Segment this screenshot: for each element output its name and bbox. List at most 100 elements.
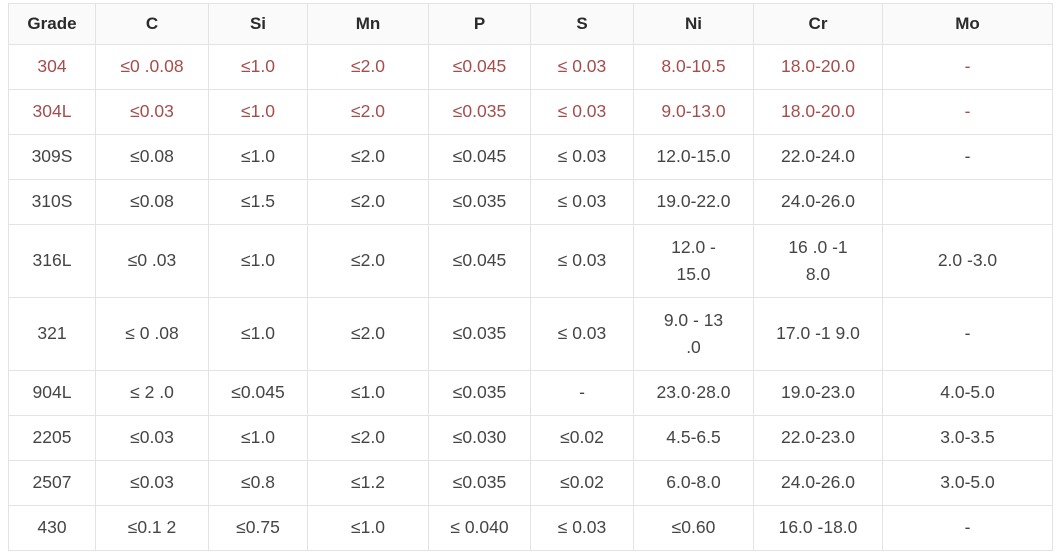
value-cell: ≤0.035 <box>428 297 531 371</box>
value-cell: ≤0 .0.08 <box>95 44 209 90</box>
value-cell: 3.0-5.0 <box>882 460 1053 506</box>
table-row: 321 ≤ 0 .08 ≤1.0 ≤2.0 ≤0.035 ≤ 0.03 9.0 - 13 .… <box>8 297 1053 371</box>
column-header-cr: Cr <box>753 3 883 45</box>
table-header: Grade C Si Mn P S Ni Cr Mo <box>8 3 1053 45</box>
value-cell: ≤2.0 <box>307 297 429 371</box>
column-header-grade: Grade <box>8 3 96 45</box>
value-cell: ≤0.035 <box>428 460 531 506</box>
value-cell: ≤1.5 <box>208 179 308 225</box>
value-cell: ≤ 0.03 <box>530 134 634 180</box>
column-header-c: C <box>95 3 209 45</box>
value-cell: ≤ 0.040 <box>428 505 531 551</box>
value-cell: 2.0 -3.0 <box>882 224 1053 298</box>
value-cell: ≤0 .03 <box>95 224 209 298</box>
value-cell: ≤ 0.03 <box>530 179 634 225</box>
value-cell: 19.0-23.0 <box>753 370 883 416</box>
steel-composition-table: Grade C Si Mn P S Ni Cr Mo 304 ≤0 .0.08 ≤1.0 ≤2.0 ≤0… <box>8 3 1053 551</box>
grade-cell: 2205 <box>8 415 96 461</box>
value-cell: ≤0.08 <box>95 134 209 180</box>
table-row: 310S ≤0.08 ≤1.5 ≤2.0 ≤0.035 ≤ 0.03 19.0-22.0 24… <box>8 179 1053 225</box>
value-cell: ≤1.0 <box>307 505 429 551</box>
grade-cell: 321 <box>8 297 96 371</box>
column-header-mo: Mo <box>882 3 1053 45</box>
value-cell: 18.0-20.0 <box>753 89 883 135</box>
grade-cell: 430 <box>8 505 96 551</box>
table-row: 316L ≤0 .03 ≤1.0 ≤2.0 ≤0.045 ≤ 0.03 12.0 - 15.… <box>8 224 1053 298</box>
table-row: 904L ≤ 2 .0 ≤0.045 ≤1.0 ≤0.035-23.0·28.0 19.0… <box>8 370 1053 416</box>
value-cell: ≤2.0 <box>307 224 429 298</box>
value-cell: ≤ 0 .08 <box>95 297 209 371</box>
value-cell: ≤1.0 <box>208 89 308 135</box>
value-cell: ≤0.045 <box>428 224 531 298</box>
value-cell: 9.0 - 13 .0 <box>633 297 754 371</box>
value-cell: 12.0-15.0 <box>633 134 754 180</box>
value-cell: ≤0.035 <box>428 179 531 225</box>
value-cell: 19.0-22.0 <box>633 179 754 225</box>
value-cell: ≤0.1 2 <box>95 505 209 551</box>
value-cell: ≤0.02 <box>530 460 634 506</box>
table-row: 430 ≤0.1 2 ≤0.75 ≤1.0 ≤ 0.040 ≤ 0.03 ≤0.60 16.0… <box>8 505 1053 551</box>
value-cell: 24.0-26.0 <box>753 179 883 225</box>
grade-cell: 2507 <box>8 460 96 506</box>
table-body: 304 ≤0 .0.08 ≤1.0 ≤2.0 ≤0.045 ≤ 0.03 8.0-10.5 1… <box>8 44 1053 551</box>
value-cell: 4.0-5.0 <box>882 370 1053 416</box>
value-cell: 9.0-13.0 <box>633 89 754 135</box>
value-cell: ≤0.03 <box>95 89 209 135</box>
grade-cell: 316L <box>8 224 96 298</box>
value-cell: ≤0.8 <box>208 460 308 506</box>
grade-cell: 310S <box>8 179 96 225</box>
grade-cell: 304 <box>8 44 96 90</box>
grade-cell: 304L <box>8 89 96 135</box>
value-cell: - <box>882 297 1053 371</box>
column-header-si: Si <box>208 3 308 45</box>
value-cell: ≤1.0 <box>307 370 429 416</box>
value-cell: 18.0-20.0 <box>753 44 883 90</box>
value-cell: 16 .0 -1 8.0 <box>753 224 883 298</box>
value-cell: ≤0.02 <box>530 415 634 461</box>
value-cell: - <box>530 370 634 416</box>
table-row: 309S ≤0.08 ≤1.0 ≤2.0 ≤0.045 ≤ 0.03 12.0-15.0 22… <box>8 134 1053 180</box>
table-row: 2205 ≤0.03 ≤1.0 ≤2.0 ≤0.030 ≤0.02 4.5-6.5 22.0-… <box>8 415 1053 461</box>
value-cell: ≤0.03 <box>95 415 209 461</box>
value-cell: - <box>882 89 1053 135</box>
grade-cell: 904L <box>8 370 96 416</box>
table-row: 304 ≤0 .0.08 ≤1.0 ≤2.0 ≤0.045 ≤ 0.03 8.0-10.5 1… <box>8 44 1053 90</box>
value-cell: ≤ 0.03 <box>530 89 634 135</box>
value-cell: 4.5-6.5 <box>633 415 754 461</box>
value-cell: ≤2.0 <box>307 134 429 180</box>
column-header-s: S <box>530 3 634 45</box>
column-header-ni: Ni <box>633 3 754 45</box>
value-cell: 24.0-26.0 <box>753 460 883 506</box>
value-cell: ≤0.045 <box>208 370 308 416</box>
value-cell: ≤1.0 <box>208 224 308 298</box>
value-cell: ≤0.75 <box>208 505 308 551</box>
value-cell: ≤0.035 <box>428 89 531 135</box>
value-cell: 22.0-24.0 <box>753 134 883 180</box>
value-cell: ≤0.60 <box>633 505 754 551</box>
value-cell: 6.0-8.0 <box>633 460 754 506</box>
value-cell: 12.0 - 15.0 <box>633 224 754 298</box>
value-cell: ≤1.0 <box>208 44 308 90</box>
value-cell: ≤2.0 <box>307 415 429 461</box>
value-cell: 17.0 -1 9.0 <box>753 297 883 371</box>
value-cell: ≤1.2 <box>307 460 429 506</box>
value-cell: 23.0·28.0 <box>633 370 754 416</box>
value-cell: ≤ 0.03 <box>530 505 634 551</box>
value-cell: 3.0-3.5 <box>882 415 1053 461</box>
header-row: Grade C Si Mn P S Ni Cr Mo <box>8 3 1053 45</box>
value-cell: ≤2.0 <box>307 89 429 135</box>
value-cell: ≤2.0 <box>307 179 429 225</box>
grade-cell: 309S <box>8 134 96 180</box>
value-cell: ≤ 0.03 <box>530 224 634 298</box>
value-cell: - <box>882 505 1053 551</box>
table-row: 304L ≤0.03 ≤1.0 ≤2.0 ≤0.035 ≤ 0.03 9.0-13.0 18.… <box>8 89 1053 135</box>
value-cell: - <box>882 44 1053 90</box>
value-cell: ≤1.0 <box>208 134 308 180</box>
value-cell: ≤0.045 <box>428 44 531 90</box>
value-cell: 8.0-10.5 <box>633 44 754 90</box>
value-cell: ≤1.0 <box>208 415 308 461</box>
value-cell: 22.0-23.0 <box>753 415 883 461</box>
value-cell: ≤0.03 <box>95 460 209 506</box>
value-cell: 16.0 -18.0 <box>753 505 883 551</box>
table-row: 2507 ≤0.03 ≤0.8 ≤1.2 ≤0.035 ≤0.02 6.0-8.0 24.0-… <box>8 460 1053 506</box>
